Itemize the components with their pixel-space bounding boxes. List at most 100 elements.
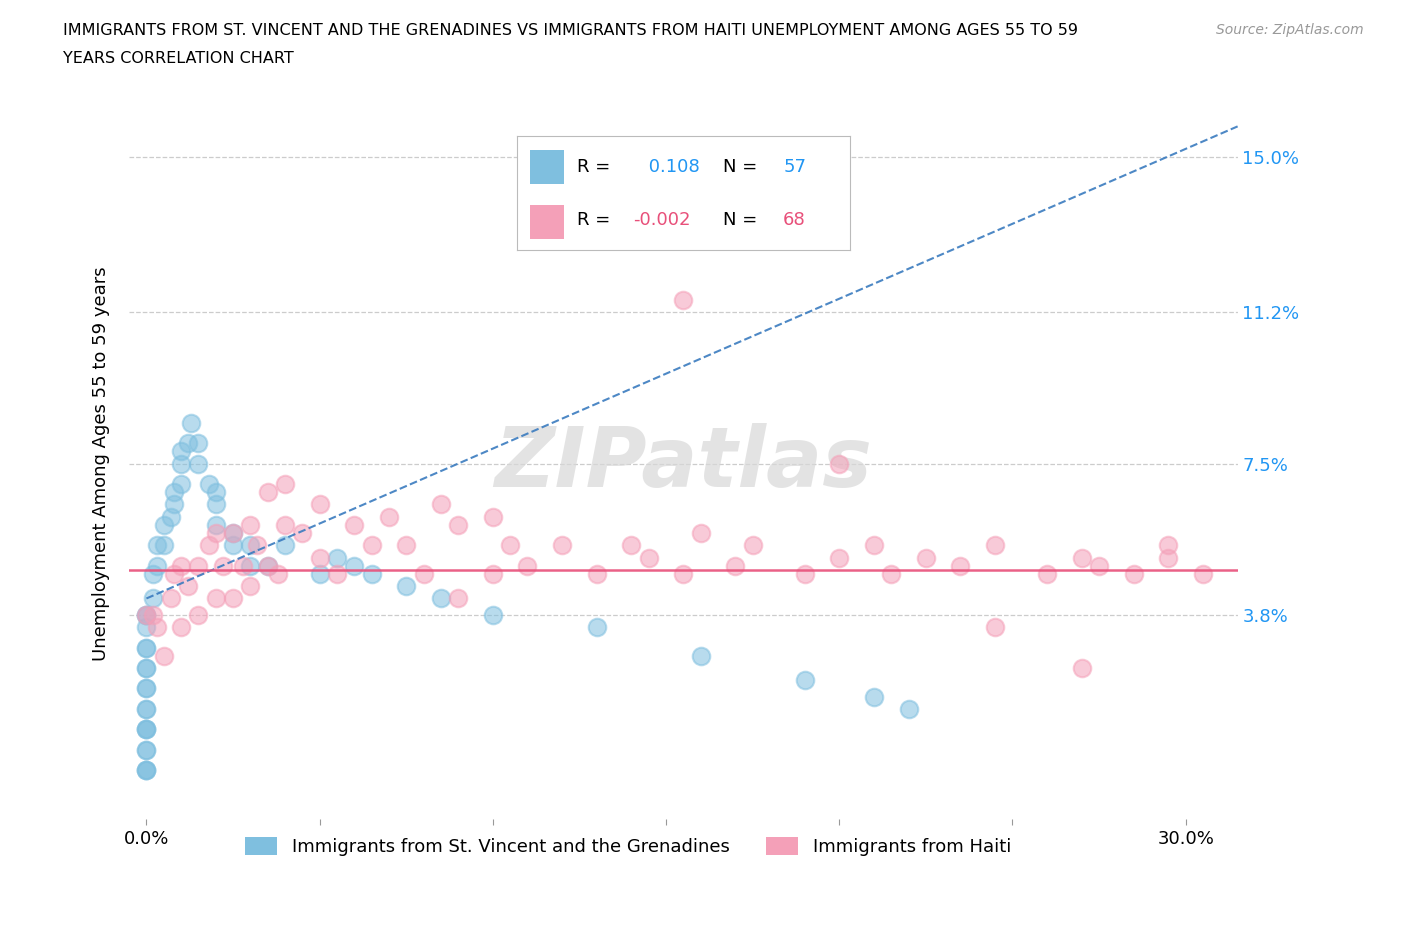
- Point: [170, 558, 193, 573]
- Point: [828, 456, 851, 471]
- Point: [170, 444, 193, 458]
- Point: [308, 551, 330, 565]
- Point: [1157, 551, 1180, 565]
- Point: [135, 763, 157, 777]
- Point: [187, 436, 209, 451]
- Y-axis label: Unemployment Among Ages 55 to 59 years: Unemployment Among Ages 55 to 59 years: [93, 266, 110, 661]
- Point: [516, 558, 538, 573]
- Point: [308, 497, 330, 512]
- Point: [163, 566, 186, 581]
- Point: [152, 538, 174, 552]
- Point: [135, 681, 157, 696]
- Text: Source: ZipAtlas.com: Source: ZipAtlas.com: [1216, 23, 1364, 37]
- Point: [135, 640, 157, 655]
- Point: [274, 538, 297, 552]
- Point: [1088, 558, 1111, 573]
- Point: [135, 701, 157, 716]
- Point: [163, 497, 186, 512]
- Point: [135, 607, 157, 622]
- Point: [326, 566, 349, 581]
- Point: [482, 607, 505, 622]
- Point: [741, 538, 763, 552]
- Point: [412, 566, 434, 581]
- Point: [187, 607, 209, 622]
- Point: [343, 517, 366, 532]
- Point: [135, 640, 157, 655]
- Point: [204, 497, 226, 512]
- Point: [551, 538, 574, 552]
- Point: [222, 525, 245, 540]
- Point: [232, 558, 254, 573]
- Point: [135, 742, 157, 757]
- Text: IMMIGRANTS FROM ST. VINCENT AND THE GRENADINES VS IMMIGRANTS FROM HAITI UNEMPLOY: IMMIGRANTS FROM ST. VINCENT AND THE GREN…: [63, 23, 1078, 38]
- Point: [1070, 551, 1092, 565]
- Point: [135, 722, 157, 737]
- Point: [135, 660, 157, 675]
- Point: [863, 538, 886, 552]
- Point: [430, 497, 453, 512]
- Point: [211, 558, 233, 573]
- Point: [177, 578, 200, 593]
- Point: [187, 456, 209, 471]
- Point: [239, 558, 262, 573]
- Point: [204, 517, 226, 532]
- Point: [274, 517, 297, 532]
- Point: [197, 538, 219, 552]
- Point: [897, 701, 920, 716]
- Point: [291, 525, 314, 540]
- Point: [585, 619, 607, 634]
- Point: [170, 456, 193, 471]
- Point: [146, 558, 169, 573]
- Point: [152, 517, 174, 532]
- Point: [395, 538, 418, 552]
- Point: [239, 517, 262, 532]
- Point: [984, 619, 1007, 634]
- Legend: Immigrants from St. Vincent and the Grenadines, Immigrants from Haiti: Immigrants from St. Vincent and the Gren…: [238, 830, 1018, 863]
- Point: [672, 566, 695, 581]
- Point: [689, 648, 711, 663]
- Point: [246, 538, 269, 552]
- Point: [177, 436, 200, 451]
- Point: [135, 607, 157, 622]
- Point: [1122, 566, 1144, 581]
- Point: [142, 591, 165, 606]
- Point: [499, 538, 522, 552]
- Point: [239, 538, 262, 552]
- Point: [146, 619, 169, 634]
- Point: [170, 476, 193, 491]
- Point: [793, 566, 815, 581]
- Point: [880, 566, 903, 581]
- Point: [1036, 566, 1059, 581]
- Point: [793, 672, 815, 687]
- Point: [828, 551, 851, 565]
- Point: [395, 578, 418, 593]
- Point: [1157, 538, 1180, 552]
- Point: [222, 538, 245, 552]
- Point: [135, 701, 157, 716]
- Point: [256, 558, 278, 573]
- Point: [197, 476, 219, 491]
- Point: [378, 510, 401, 525]
- Point: [447, 591, 470, 606]
- Point: [274, 476, 297, 491]
- Point: [637, 551, 659, 565]
- Point: [256, 485, 278, 499]
- Point: [1070, 660, 1092, 675]
- Text: ZIPatlas: ZIPatlas: [495, 423, 872, 504]
- Point: [222, 591, 245, 606]
- Point: [482, 510, 505, 525]
- Point: [135, 742, 157, 757]
- Point: [326, 551, 349, 565]
- Point: [430, 591, 453, 606]
- Point: [949, 558, 972, 573]
- Point: [689, 525, 711, 540]
- Point: [585, 566, 607, 581]
- Point: [135, 619, 157, 634]
- Point: [135, 722, 157, 737]
- Point: [142, 607, 165, 622]
- Point: [863, 689, 886, 704]
- Point: [222, 525, 245, 540]
- Point: [360, 566, 382, 581]
- Point: [135, 607, 157, 622]
- Text: YEARS CORRELATION CHART: YEARS CORRELATION CHART: [63, 51, 294, 66]
